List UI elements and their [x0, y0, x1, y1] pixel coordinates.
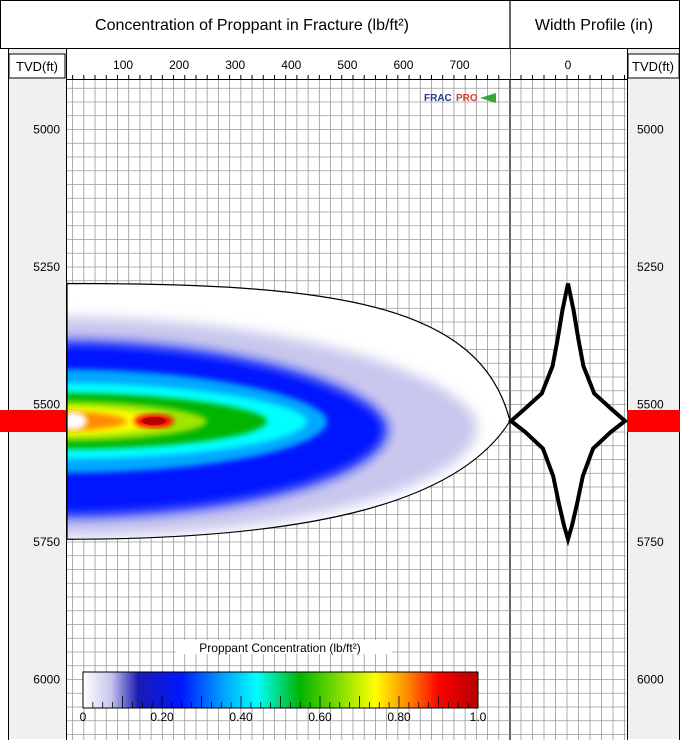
tvd-right-label-box [627, 53, 680, 79]
depth-tick-label-right: 5000 [637, 123, 664, 137]
depth-tick-label-right: 5750 [637, 535, 664, 549]
x-tick-label: 200 [169, 58, 189, 72]
logo-arrow-icon [480, 93, 496, 103]
colorbar-tick-label: 0.80 [387, 710, 411, 724]
left-depth-panel [8, 49, 66, 739]
colorbar-ticks: 0 0.20 0.40 0.60 0.80 1.0 [80, 696, 487, 724]
wellbore-spot [67, 412, 87, 430]
right-depth-panel [627, 49, 680, 739]
x-tick-label: 600 [393, 58, 413, 72]
colorbar-label: Proppant Concentration (lb/ft²) [199, 641, 360, 655]
logo-text-frac: FRAC [424, 93, 452, 104]
main-title: Concentration of Proppant in Fracture (l… [95, 17, 409, 34]
x-tick-label: 500 [337, 58, 357, 72]
colorbar-tick-label: 1.0 [470, 710, 487, 724]
header-frame [0, 0, 680, 49]
tvd-left-label: TVD(ft) [16, 59, 58, 74]
x-tick-label: 300 [225, 58, 245, 72]
top-axis-strip [67, 49, 510, 79]
depth-tick-label-left: 5250 [33, 260, 60, 274]
tvd-right-label: TVD(ft) [632, 59, 674, 74]
depth-axis-ticks: 5000 5000 5250 5250 5500 5500 5750 5750 6000 6000 [33, 123, 664, 687]
x-axis-ticks: 100 200 300 400 500 600 700 0 [72, 58, 625, 79]
perforation-markers [0, 410, 680, 432]
heatmap-layers [67, 283, 510, 540]
x-tick-label: 400 [281, 58, 301, 72]
colorbar-tick-label: 0.20 [150, 710, 174, 724]
colorbar-tick-label: 0.40 [229, 710, 253, 724]
width-tick-label: 0 [565, 58, 572, 72]
depth-tick-label-right: 5500 [637, 398, 664, 412]
colorbar-tick-label: 0.60 [308, 710, 332, 724]
depth-tick-label-left: 5750 [33, 535, 60, 549]
perforation-marker-right [627, 410, 680, 432]
peak-core [141, 417, 166, 425]
width-axis-strip [511, 49, 627, 79]
colorbar-label-bg [176, 640, 392, 654]
proppant-heatmap [67, 283, 510, 540]
perforation-marker-left [0, 410, 66, 432]
logo-text-pro: PRO [456, 93, 478, 104]
fracpro-logo: FRAC PRO [424, 93, 496, 104]
x-tick-label: 100 [113, 58, 133, 72]
depth-tick-label-left: 5000 [33, 123, 60, 137]
depth-tick-label-right: 5250 [637, 260, 664, 274]
depth-tick-label-right: 6000 [637, 673, 664, 687]
width-profile-shape [507, 283, 629, 547]
tvd-left-label-box [8, 53, 66, 79]
width-title: Width Profile (in) [535, 17, 653, 34]
x-tick-label: 700 [450, 58, 470, 72]
depth-tick-label-left: 5500 [33, 398, 60, 412]
depth-tick-label-left: 6000 [33, 673, 60, 687]
colorbar-tick-label: 0 [80, 710, 87, 724]
